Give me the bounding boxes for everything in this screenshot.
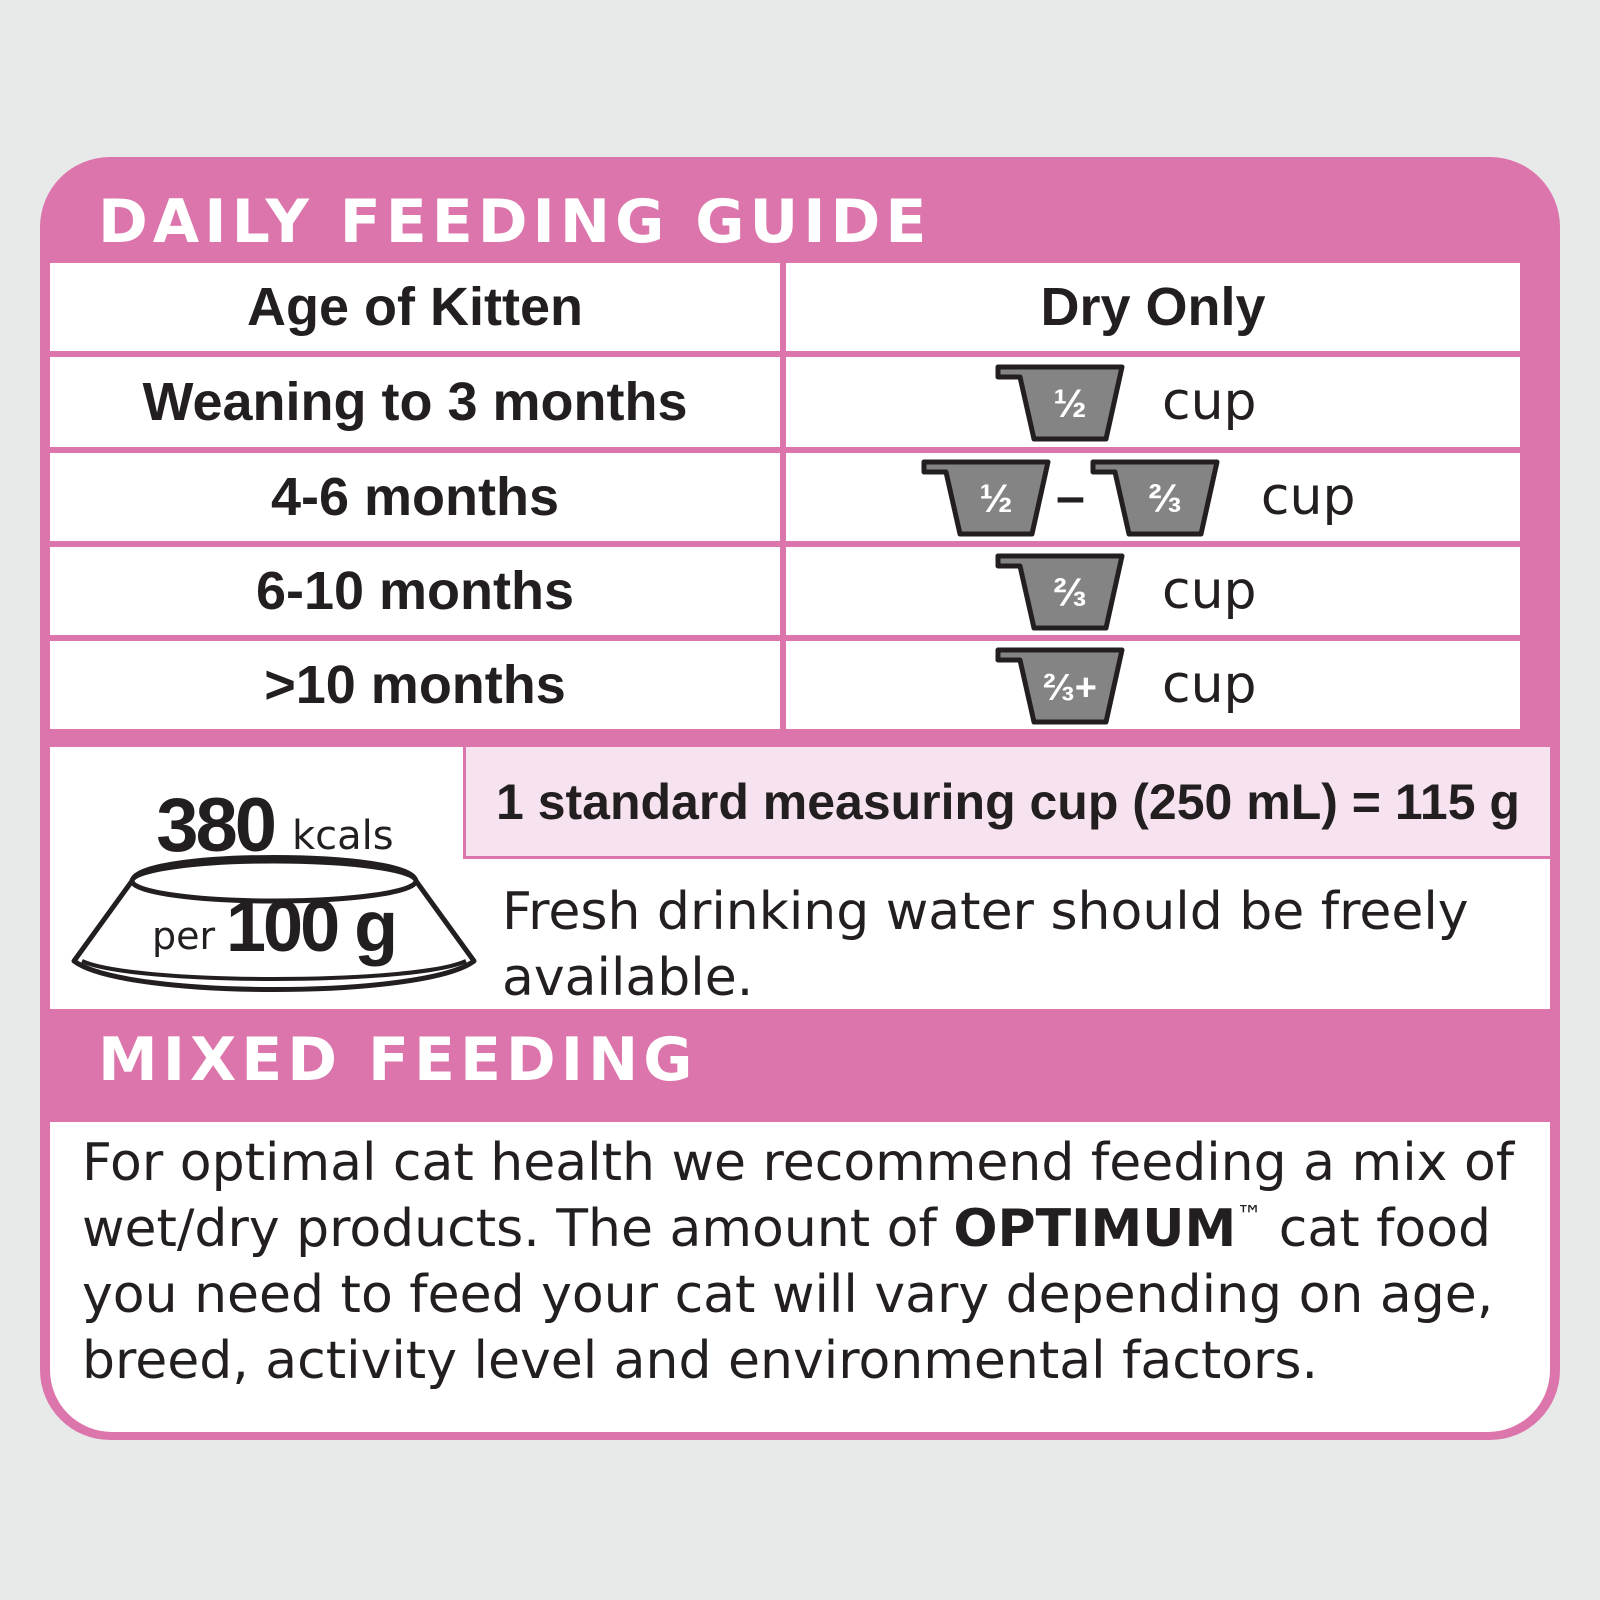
table-row-age: Weaning to 3 months: [50, 357, 780, 447]
cup-unit: cup: [1162, 561, 1257, 621]
age-label: >10 months: [264, 655, 566, 715]
column-header-dry-label: Dry Only: [1040, 277, 1266, 337]
table-row-amount: ½ – ⅔ cup: [786, 453, 1520, 541]
per-label: per: [152, 914, 216, 958]
column-header-age-label: Age of Kitten: [247, 277, 583, 337]
kcal-unit: kcals: [292, 813, 394, 859]
age-label: 4-6 months: [270, 467, 560, 527]
per-amount: 100 g: [226, 887, 395, 967]
cup-fraction: ⅔+: [1043, 667, 1097, 709]
mixed-text-start: For optimal cat health we recommend feed…: [82, 1133, 1515, 1259]
two-thirds-cup-icon: ⅔: [1090, 459, 1220, 537]
mixed-feeding-heading: MIXED FEEDING: [98, 1025, 698, 1095]
table-row-age: >10 months: [50, 641, 780, 729]
table-row-age: 6-10 months: [50, 547, 780, 635]
measuring-cup-note: 1 standard measuring cup (250 mL) = 115 …: [463, 747, 1550, 859]
cup-unit: cup: [1162, 372, 1257, 432]
water-note: Fresh drinking water should be freely av…: [502, 882, 1469, 1008]
column-header-dry: Dry Only: [786, 263, 1520, 351]
table-row-amount: ½ cup: [786, 357, 1520, 447]
age-label: Weaning to 3 months: [142, 372, 688, 432]
daily-feeding-guide-heading: DAILY FEEDING GUIDE: [98, 187, 932, 257]
food-bowl-icon: 380 kcals per 100 g: [71, 789, 477, 992]
two-thirds-cup-icon: ⅔: [995, 553, 1125, 631]
table-row-amount: ⅔ cup: [786, 547, 1520, 635]
mixed-feeding-text: For optimal cat health we recommend feed…: [82, 1130, 1522, 1394]
half-cup-icon: ½: [921, 459, 1051, 537]
column-header-age: Age of Kitten: [50, 263, 780, 351]
mixed-text-end: cat food you need to feed your cat will …: [82, 1199, 1494, 1391]
cup-fraction: ⅔: [1148, 477, 1181, 521]
cup-fraction: ⅔: [1053, 571, 1086, 615]
table-row-age: 4-6 months: [50, 453, 780, 541]
trademark-symbol: ™: [1236, 1201, 1263, 1231]
age-label: 6-10 months: [255, 561, 575, 621]
cup-fraction: ½: [1053, 382, 1086, 426]
kcal-value: 380: [156, 789, 275, 868]
cup-unit: cup: [1260, 467, 1356, 527]
range-dash: –: [1056, 468, 1085, 526]
cup-unit: cup: [1162, 655, 1257, 715]
two-thirds-plus-cup-icon: ⅔+: [995, 647, 1125, 725]
mixed-feeding-box: For optimal cat health we recommend feed…: [50, 1122, 1550, 1432]
half-cup-icon: ½: [995, 364, 1125, 442]
nutrition-info-block: 1 standard measuring cup (250 mL) = 115 …: [50, 747, 1550, 1009]
brand-name: OPTIMUM: [953, 1199, 1237, 1259]
cup-fraction: ½: [979, 477, 1012, 521]
feeding-guide-panel: DAILY FEEDING GUIDE Age of Kitten Dry On…: [40, 157, 1560, 1440]
table-row-amount: ⅔+ cup: [786, 641, 1520, 729]
